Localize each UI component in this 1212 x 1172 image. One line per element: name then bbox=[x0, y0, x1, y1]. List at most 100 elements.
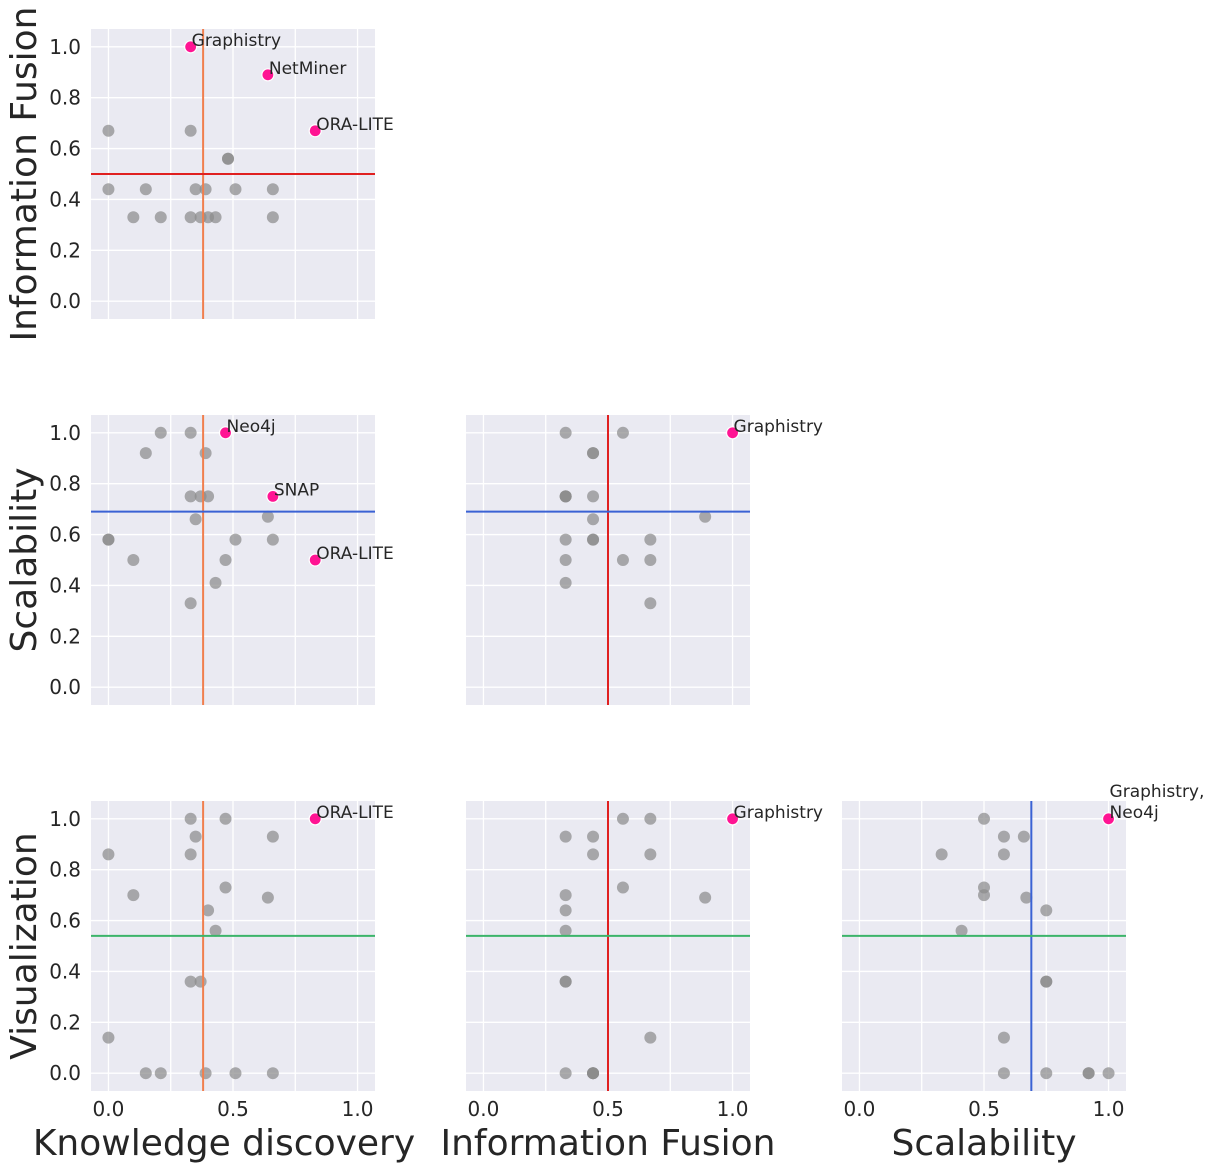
y-tick-label: 0.6 bbox=[49, 523, 81, 547]
point-label-graphistry-neo4j: Graphistry, Neo4j bbox=[1110, 782, 1205, 823]
data-point bbox=[127, 554, 140, 566]
highlight-point bbox=[308, 553, 322, 567]
data-point bbox=[559, 1067, 572, 1080]
data-point bbox=[261, 891, 274, 904]
data-point bbox=[102, 533, 115, 546]
data-point bbox=[587, 513, 600, 526]
data-point bbox=[194, 975, 207, 988]
data-point bbox=[587, 533, 600, 546]
data-point bbox=[559, 426, 572, 439]
data-point bbox=[199, 1067, 212, 1080]
panel-sc-vs-if: Graphistry bbox=[466, 415, 823, 705]
data-point bbox=[202, 490, 215, 503]
y-tick-label: 1.0 bbox=[49, 421, 81, 445]
data-point bbox=[154, 1067, 167, 1080]
y-tick-label: 0.6 bbox=[49, 909, 81, 933]
data-point bbox=[184, 490, 197, 503]
data-point bbox=[559, 924, 572, 937]
panel-vi-vs-sc: Graphistry, Neo4j bbox=[842, 782, 1204, 1091]
data-point bbox=[102, 124, 115, 137]
data-point bbox=[559, 554, 572, 566]
highlight-point bbox=[725, 812, 740, 826]
y-tick-label: 0.2 bbox=[49, 238, 81, 262]
data-point bbox=[587, 830, 600, 843]
x-axis-label-scalability: Scalability bbox=[891, 1123, 1076, 1164]
y-tick-label: 0.2 bbox=[49, 624, 81, 648]
data-point bbox=[1040, 975, 1053, 988]
data-point bbox=[139, 447, 152, 460]
data-point bbox=[229, 1067, 242, 1080]
data-point bbox=[644, 597, 657, 610]
highlight-point bbox=[218, 426, 233, 440]
data-point bbox=[978, 889, 990, 902]
x-tick-label: 0.0 bbox=[93, 1097, 125, 1121]
y-tick-label: 0.0 bbox=[49, 675, 81, 699]
data-point bbox=[587, 1067, 600, 1080]
data-point bbox=[189, 830, 202, 843]
y-tick-label: 0.0 bbox=[49, 1061, 81, 1085]
x-tick-label: 0.0 bbox=[844, 1097, 876, 1121]
x-tick-label: 0.0 bbox=[468, 1097, 500, 1121]
data-point bbox=[184, 597, 197, 610]
highlight-point bbox=[1101, 812, 1116, 826]
data-point bbox=[559, 904, 572, 917]
point-label-snap: SNAP bbox=[274, 480, 319, 500]
data-point bbox=[184, 426, 197, 439]
data-point bbox=[261, 510, 274, 523]
x-tick-label: 0.5 bbox=[217, 1097, 249, 1121]
data-point bbox=[189, 513, 202, 526]
data-point bbox=[266, 211, 279, 224]
data-point bbox=[644, 1031, 657, 1044]
data-point bbox=[229, 533, 242, 546]
data-point bbox=[559, 490, 572, 503]
point-label-graphistry: Graphistry bbox=[734, 803, 823, 823]
data-point bbox=[209, 211, 222, 224]
data-point bbox=[644, 554, 657, 566]
y-tick-label: 0.4 bbox=[49, 573, 81, 597]
data-point bbox=[102, 848, 115, 861]
data-point bbox=[154, 426, 167, 439]
y-tick-label: 1.0 bbox=[49, 807, 81, 831]
highlight-point bbox=[184, 40, 198, 54]
point-label-ora-lite: ORA-LITE bbox=[316, 803, 394, 823]
data-point bbox=[199, 447, 212, 460]
data-point bbox=[616, 426, 629, 439]
x-tick-label: 1.0 bbox=[717, 1097, 749, 1121]
data-point bbox=[127, 889, 140, 902]
data-point bbox=[266, 533, 279, 546]
data-point bbox=[184, 812, 197, 825]
y-tick-label: 0.8 bbox=[49, 472, 81, 496]
data-point bbox=[102, 1031, 115, 1044]
data-point bbox=[587, 848, 600, 861]
y-axis-label-visualization: Visualization bbox=[4, 832, 45, 1059]
data-point bbox=[699, 891, 712, 904]
highlight-point bbox=[308, 124, 322, 138]
data-point bbox=[997, 830, 1010, 843]
data-point bbox=[997, 1031, 1010, 1044]
panel-vi-vs-kd: ORA-LITE bbox=[91, 801, 394, 1091]
data-point bbox=[266, 183, 279, 196]
y-tick-label: 0.2 bbox=[49, 1010, 81, 1034]
data-point bbox=[559, 975, 572, 988]
y-tick-label: 0.4 bbox=[49, 187, 81, 211]
panel-sc-vs-kd: Neo4j SNAP ORA-LITE bbox=[91, 415, 394, 705]
point-label-netminer: NetMiner bbox=[269, 59, 346, 79]
data-point bbox=[559, 830, 572, 843]
data-point bbox=[154, 211, 167, 224]
point-label-neo4j: Neo4j bbox=[227, 417, 276, 437]
panel-if-vs-kd: Graphistry NetMiner ORA-LITE bbox=[91, 29, 394, 319]
data-point bbox=[1017, 830, 1030, 843]
data-point bbox=[219, 812, 232, 825]
highlight-point bbox=[261, 68, 275, 82]
data-point bbox=[1102, 1067, 1115, 1080]
data-point bbox=[559, 889, 572, 902]
data-point bbox=[1040, 1067, 1053, 1080]
data-point bbox=[978, 812, 990, 825]
data-point bbox=[616, 881, 629, 894]
y-axis-label-scalability: Scalability bbox=[4, 467, 45, 652]
x-axis-label-information-fusion: Information Fusion bbox=[441, 1123, 776, 1164]
data-point bbox=[644, 812, 657, 825]
data-point bbox=[102, 183, 115, 196]
x-tick-label: 0.5 bbox=[592, 1097, 624, 1121]
data-point bbox=[219, 554, 232, 566]
